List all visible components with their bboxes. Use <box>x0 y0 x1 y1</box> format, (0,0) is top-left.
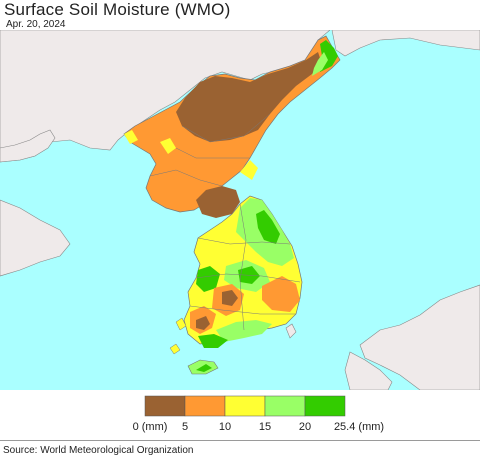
legend-swatch-10-15 <box>224 395 266 417</box>
jeju-wet-patch <box>196 364 212 372</box>
kaesong-dry-patch <box>196 186 240 218</box>
west-coast-yellow <box>124 130 138 144</box>
south-korea-driest-central <box>222 290 238 306</box>
province-borders <box>149 113 301 331</box>
legend-tick-15: 15 <box>259 421 271 433</box>
russia-coast <box>331 30 480 57</box>
map-date: Apr. 20, 2024 <box>6 19 66 30</box>
legend-swatch-5-10 <box>184 395 226 417</box>
legend-tick-20: 20 <box>299 421 311 433</box>
footer-divider <box>0 440 480 441</box>
legend-swatch-20-25 <box>304 395 346 417</box>
legend-swatches <box>144 395 346 417</box>
south-coast-wet <box>198 334 228 348</box>
south-korea-wet-central <box>238 266 260 284</box>
south-korea-dry-southeast <box>262 276 300 312</box>
west-islands <box>169 317 187 355</box>
legend-label-max: 25.4 (mm) <box>334 421 384 433</box>
central-yellow <box>160 138 176 154</box>
soil-moisture-map <box>0 30 480 390</box>
south-korea-driest-southwest <box>196 316 210 330</box>
map-title: Surface Soil Moisture (WMO) <box>4 0 231 19</box>
japan-honshu <box>359 284 480 390</box>
south-coast-moist <box>216 320 272 342</box>
tsushima-island <box>285 323 297 339</box>
legend-label-min: 0 (mm) <box>133 421 168 433</box>
legend-tick-5: 5 <box>182 421 188 433</box>
legend-swatch-0-5 <box>144 395 186 417</box>
south-korea-wet-west <box>196 266 220 292</box>
north-korea-driest-region <box>176 52 322 142</box>
south-korea-wet-north <box>256 210 280 244</box>
legend-swatch-15-20 <box>264 395 306 417</box>
source-credit: Source: World Meteorological Organizatio… <box>3 445 194 456</box>
northeast-moist-patch <box>312 52 328 76</box>
legend: 0 (mm) 5 10 15 20 25.4 (mm) <box>133 395 384 433</box>
legend-tick-10: 10 <box>219 421 231 433</box>
shandong-coast <box>0 199 71 277</box>
japan-kyushu <box>344 351 393 390</box>
liaodong-peninsula <box>0 129 56 163</box>
east-coast-yellow <box>240 160 258 180</box>
